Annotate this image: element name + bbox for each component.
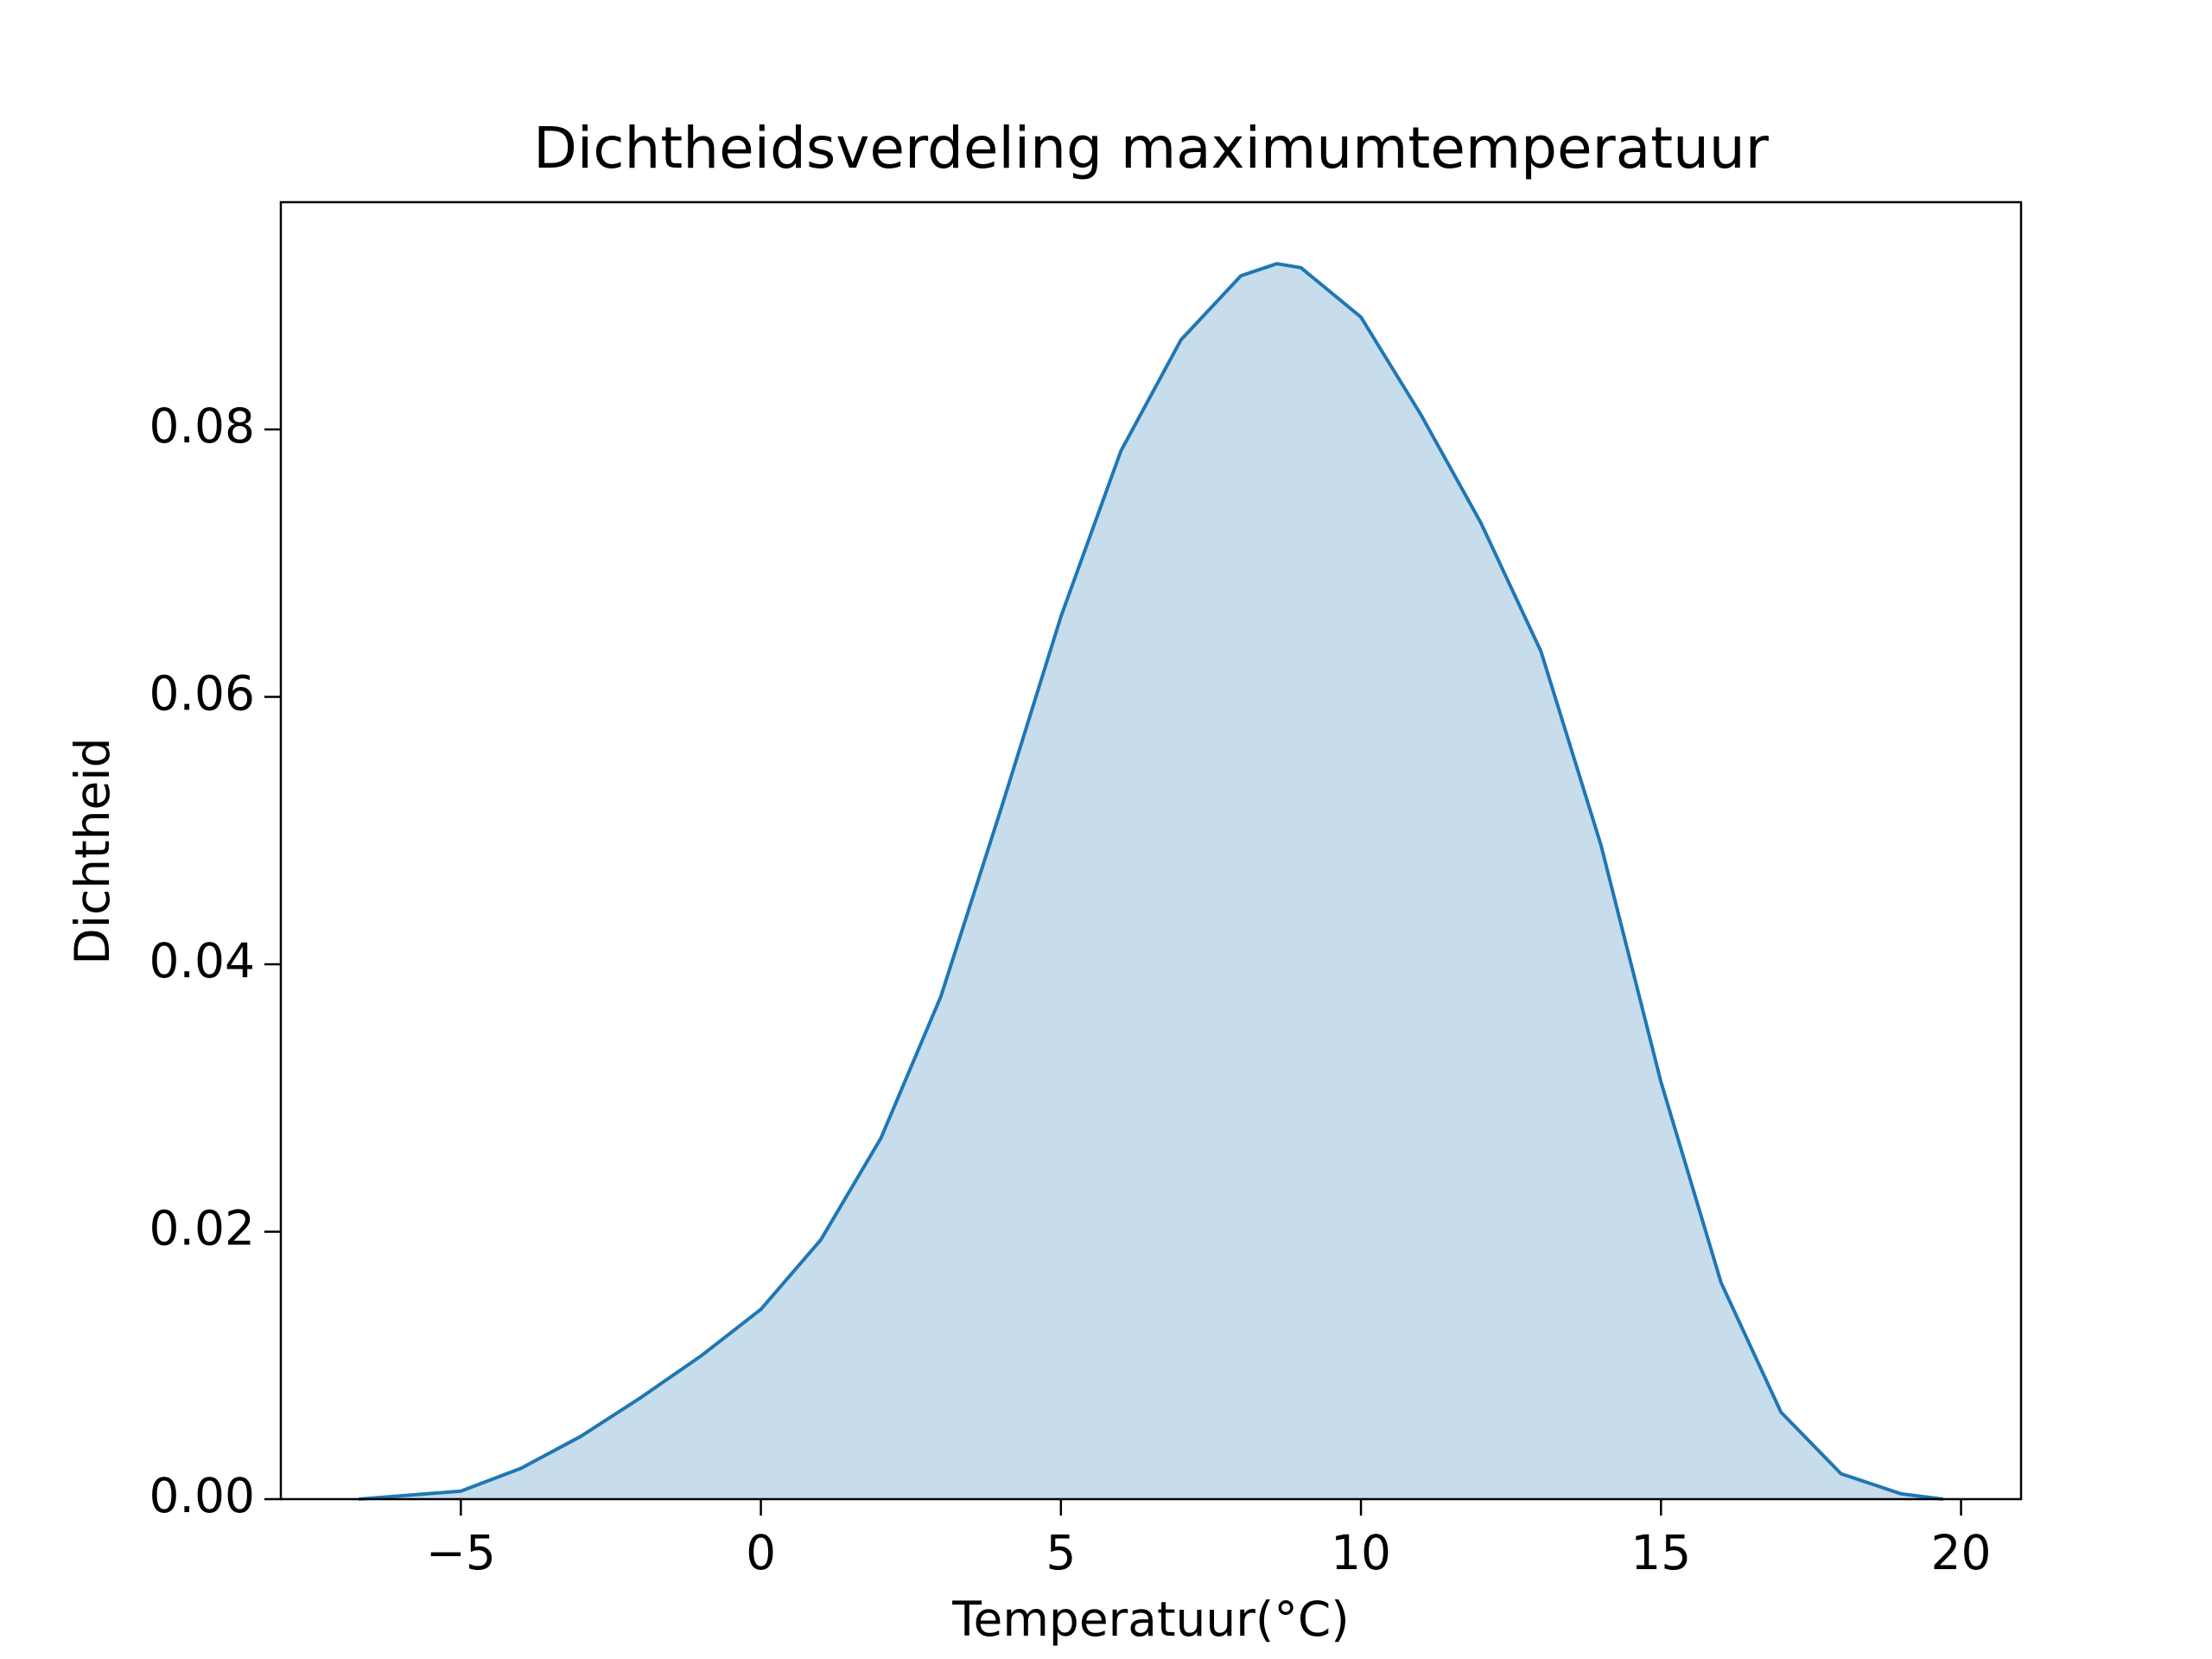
y-tick-label: 0.04 xyxy=(149,933,255,988)
y-tick-label: 0.08 xyxy=(149,398,255,454)
x-tick-label: 0 xyxy=(746,1525,776,1580)
chart-title: Dichtheidsverdeling maximumtemperatuur xyxy=(533,115,1770,181)
density-line xyxy=(359,262,1943,1501)
y-axis-label: Dichtheid xyxy=(65,737,120,964)
plot-frame xyxy=(279,200,2023,1501)
x-tick-label: 10 xyxy=(1331,1525,1391,1580)
area-fill xyxy=(359,264,1943,1500)
x-tick-label: 15 xyxy=(1630,1525,1691,1580)
x-tick-label: 5 xyxy=(1046,1525,1076,1580)
y-tick-label: 0.00 xyxy=(149,1468,255,1523)
x-tick-label: −5 xyxy=(426,1525,496,1580)
x-axis-label: Temperatuur(°C) xyxy=(951,1592,1349,1647)
x-tick-label: 20 xyxy=(1931,1525,1992,1580)
y-tick-label: 0.06 xyxy=(149,666,255,721)
y-tick-label: 0.02 xyxy=(149,1201,255,1256)
